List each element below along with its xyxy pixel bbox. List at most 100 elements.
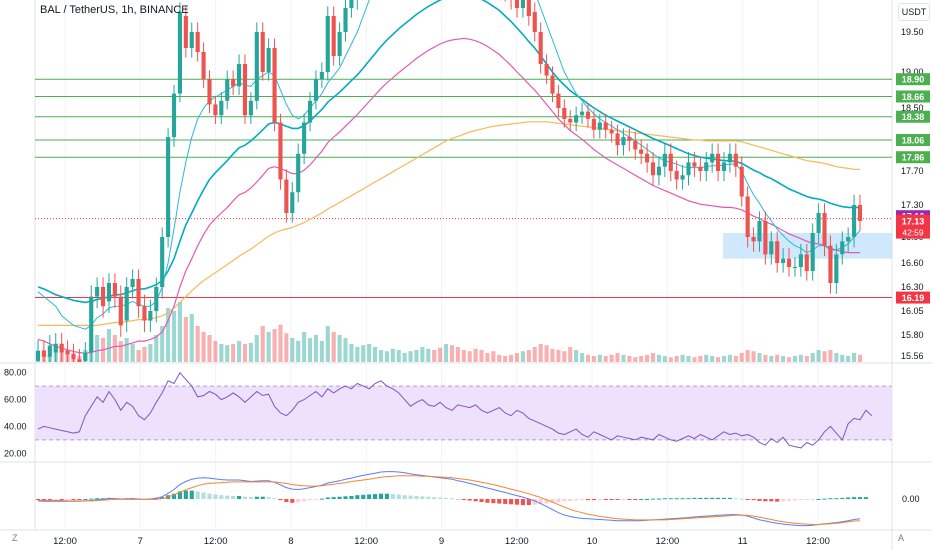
price-tick-label: 17.70: [901, 166, 924, 176]
volume-bar: [195, 326, 200, 362]
level-tag-label: 16.19: [902, 293, 925, 303]
chart-title: BAL / TetherUS, 1h, BINANCE: [40, 4, 189, 16]
price-tick-label: 15.80: [901, 330, 924, 340]
macd-histogram-bar: [544, 499, 549, 504]
volume-bar: [609, 354, 614, 362]
volume-bar: [757, 353, 762, 362]
candle-body: [627, 137, 632, 141]
candle-body: [47, 345, 52, 357]
volume-bar: [591, 356, 596, 362]
volume-bar: [384, 351, 389, 362]
auto-scale-button[interactable]: A: [898, 533, 905, 543]
candle-body: [662, 153, 667, 167]
volume-bar: [721, 356, 727, 362]
price-tick-label: 16.60: [901, 258, 924, 268]
candle-body: [828, 245, 833, 283]
macd-histogram-bar: [213, 494, 218, 499]
volume-bar: [136, 350, 141, 362]
macd-histogram-bar: [497, 499, 502, 504]
volume-bar: [343, 338, 348, 362]
macd-histogram-bar: [627, 499, 632, 500]
level-tag: [896, 291, 930, 304]
macd-histogram-bar: [343, 496, 348, 499]
macd-histogram-bar: [236, 495, 242, 499]
timezone-button[interactable]: Z: [12, 533, 18, 543]
candle-body: [325, 16, 330, 72]
candle-body: [35, 350, 41, 361]
macd-histogram-bar: [207, 493, 212, 499]
volume-bar: [213, 341, 218, 362]
candle-body: [248, 100, 253, 116]
volume-bar: [822, 351, 827, 362]
level-tag: [896, 151, 930, 164]
volume-bar: [396, 350, 401, 362]
candle-body: [83, 352, 88, 361]
candle-body: [260, 32, 265, 72]
candle-body: [207, 79, 212, 105]
volume-bar: [579, 353, 585, 362]
macd-histogram-bar: [47, 499, 52, 501]
macd-histogram-bar: [278, 499, 283, 501]
volume-bar: [148, 344, 153, 362]
macd-histogram-bar: [426, 496, 431, 499]
macd-histogram-bar: [420, 496, 425, 499]
price-tick-label: 16.30: [901, 282, 924, 292]
volume-bar: [804, 356, 809, 362]
volume-bar: [325, 326, 330, 362]
candle-body: [532, 12, 537, 32]
macd-histogram-bar: [520, 499, 525, 506]
volume-bar: [426, 348, 431, 362]
candle-body: [710, 153, 715, 163]
candle-body: [59, 343, 64, 353]
candle-body: [166, 137, 171, 237]
candle-body: [254, 32, 259, 101]
candle-body: [733, 153, 738, 167]
macd-histogram-bar: [597, 499, 602, 500]
x-tick-label: 8: [288, 536, 293, 547]
volume-bar: [290, 338, 295, 362]
macd-pane: 0.00: [35, 471, 920, 527]
macd-histogram-bar: [337, 496, 342, 499]
macd-histogram-bar: [325, 497, 330, 499]
macd-histogram-bar: [721, 497, 727, 499]
volume-bar: [698, 356, 703, 362]
macd-histogram-bar: [491, 499, 496, 504]
macd-histogram-bar: [461, 499, 466, 500]
candle-body: [136, 279, 141, 307]
candle-body: [290, 192, 295, 213]
candle-body: [514, 0, 520, 9]
currency-button[interactable]: USDT: [898, 3, 930, 21]
volume-bar: [124, 338, 129, 362]
volume-bar: [680, 354, 685, 362]
volume-bar: [266, 332, 271, 362]
candle-body: [148, 311, 153, 321]
macd-histogram-bar: [828, 498, 833, 500]
macd-tick-label: 0.00: [902, 494, 920, 504]
countdown-label: 42:59: [902, 228, 924, 238]
volume-bar: [645, 354, 650, 362]
volume-bar: [438, 347, 443, 362]
volume-bar: [716, 357, 721, 362]
candle-body: [846, 237, 851, 242]
candle-body: [278, 122, 283, 180]
macd-histogram-bar: [538, 499, 543, 505]
volume-bar: [166, 308, 171, 362]
candle-body: [526, 0, 531, 17]
volume-bar: [775, 354, 780, 362]
candle-body: [857, 205, 863, 221]
macd-histogram-bar: [467, 499, 472, 501]
candle-body: [53, 343, 58, 353]
macd-histogram-bar: [355, 495, 360, 499]
macd-histogram-bar: [585, 499, 591, 501]
macd-histogram-bar: [449, 498, 455, 500]
macd-histogram-bar: [692, 497, 697, 499]
volume-bar: [538, 344, 543, 362]
level-tag-label: 18.90: [902, 75, 925, 85]
macd-histogram-bar: [349, 495, 354, 499]
candle-body: [721, 162, 727, 171]
macd-histogram-bar: [568, 499, 573, 501]
macd-histogram-bar: [668, 498, 673, 500]
macd-histogram-bar: [95, 498, 100, 500]
candle-body: [331, 16, 336, 56]
